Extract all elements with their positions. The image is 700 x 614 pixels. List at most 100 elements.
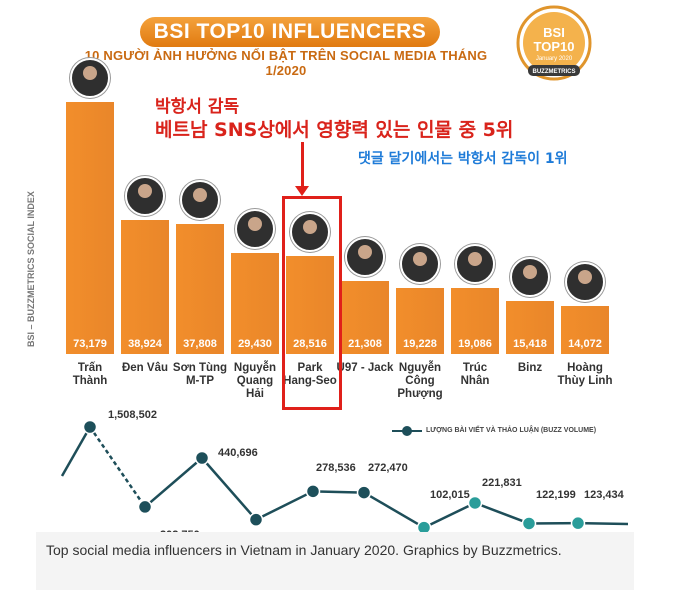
bar-1	[121, 219, 169, 354]
avatar-4	[290, 211, 330, 252]
category-label: U97 - Jack	[335, 362, 395, 375]
line-legend: LƯỢNG BÀI VIẾT VÀ THẢO LUẬN (BUZZ VOLUME…	[426, 427, 596, 434]
line-lead-in	[60, 426, 92, 477]
bar-5	[341, 280, 389, 354]
bar-9	[561, 305, 609, 354]
line-point	[356, 485, 372, 500]
line-point-label: 102,015	[430, 489, 470, 501]
category-label-line: Trấn Thành	[72, 362, 108, 387]
line-segment	[423, 501, 476, 529]
arrow-shaft	[301, 142, 304, 188]
category-label: Nguyễn Công Phượng	[390, 362, 450, 401]
line-point	[521, 516, 537, 531]
logo-disc	[523, 12, 585, 74]
bar-3	[231, 252, 279, 354]
category-label-line: Nguyễn	[233, 362, 277, 374]
korean-annotation-rank: 베트남 SNS상에서 영향력 있는 인물 중 5위	[155, 119, 514, 141]
line-point-label: 221,831	[482, 477, 522, 489]
category-label: Nguyễn Quang Hải	[225, 362, 285, 401]
line-point	[137, 499, 153, 515]
line-point-label: 440,696	[218, 447, 258, 459]
bar-2	[176, 223, 224, 354]
bar-value-label: 19,228	[403, 338, 437, 350]
bar-value-label: 28,516	[293, 338, 327, 350]
line-segment	[255, 490, 314, 521]
line-segment	[363, 491, 425, 529]
bar-7	[451, 288, 499, 354]
category-label-line: Hoàng	[567, 362, 603, 374]
category-label: Trúc Nhân	[445, 362, 505, 388]
avatar-1	[125, 175, 165, 216]
chart-title: BSI TOP10 INFLUENCERS	[140, 17, 440, 47]
bar-6	[396, 287, 444, 354]
line-point-label: 122,199	[536, 489, 576, 501]
category-label-line: Phượng	[397, 388, 443, 400]
bar-value-label: 38,924	[128, 338, 162, 350]
logo-line3: January 2020	[536, 56, 573, 62]
logo-brand: BUZZMETRICS	[533, 69, 576, 75]
bar-value-label: 21,308	[348, 338, 382, 350]
bar-value-label: 19,086	[458, 338, 492, 350]
line-point	[248, 512, 264, 527]
avatar-0	[70, 58, 110, 98]
category-label-line: Park	[297, 362, 323, 374]
category-label-line: Đen Vâu	[121, 362, 168, 374]
bar-4	[286, 255, 334, 354]
line-point	[570, 515, 586, 531]
line-point-label: 278,536	[316, 462, 356, 474]
avatar-2	[180, 179, 220, 220]
logo-brand-pill	[528, 65, 580, 76]
figure-caption: Top social media influencers in Vietnam …	[36, 532, 634, 590]
category-label: Sơn Tùng M-TP	[170, 362, 230, 388]
line-point-label: 123,434	[584, 489, 625, 501]
bar-value-label: 73,179	[73, 338, 107, 350]
logo-line1: BSI	[543, 25, 565, 40]
logo-line2: TOP10	[534, 39, 575, 54]
category-label: Trấn Thành	[60, 362, 120, 388]
arrow-head	[295, 186, 309, 196]
line-point-label: 272,470	[368, 462, 408, 474]
category-label-line: Hải	[246, 388, 264, 400]
category-label-line: Nguyễn	[398, 362, 442, 374]
category-label-line: Thùy Linh	[557, 375, 613, 387]
chart-subtitle: 10 NGƯỜI ẢNH HƯỞNG NỔI BẬT TRÊN SOCIAL M…	[84, 48, 488, 78]
bsi-top10-logo: BSI TOP10 January 2020 BUZZMETRICS	[516, 5, 592, 81]
avatar-9	[565, 261, 605, 302]
line-segment	[312, 490, 365, 494]
bar-value-label: 14,072	[568, 338, 602, 350]
category-label-line: Sơn Tùng	[172, 362, 228, 374]
korean-annotation-comments: 댓글 달기에서는 박항서 감독이 1위	[358, 151, 568, 167]
line-point	[194, 450, 210, 466]
category-label: Hoàng Thùy Linh	[555, 362, 615, 388]
legend-label: LƯỢNG BÀI VIẾT VÀ THẢO LUẬN (BUZZ VOLUME…	[426, 427, 597, 434]
korean-annotation-name: 박항서 감독	[155, 97, 240, 117]
category-label: Binz	[500, 362, 560, 375]
line-point	[305, 484, 321, 499]
line-point	[82, 419, 98, 435]
avatar-3	[235, 208, 275, 249]
line-segment	[144, 457, 203, 508]
line-segment	[88, 426, 147, 508]
category-label: Đen Vâu	[115, 362, 175, 375]
avatar-6	[400, 243, 440, 284]
category-label-line: Binz	[517, 362, 543, 374]
line-point	[467, 495, 483, 511]
category-label-line: Trúc	[462, 362, 488, 374]
category-label-line: U97 - Jack	[336, 362, 394, 374]
bar-0	[66, 102, 114, 354]
bar-value-label: 29,430	[238, 338, 272, 350]
legend-marker	[402, 426, 412, 436]
park-highlight-box	[282, 196, 342, 410]
avatar-5	[345, 236, 385, 277]
category-label-line: M-TP	[185, 375, 215, 387]
bar-8	[506, 300, 554, 354]
line-segment	[201, 457, 257, 521]
avatar-8	[510, 256, 550, 297]
category-label-line: Hang-Seo	[283, 375, 337, 387]
bar-value-label: 15,418	[513, 338, 547, 350]
line-segment	[474, 501, 530, 525]
line-lead-out	[577, 521, 629, 526]
category-label-line: Quang	[236, 375, 274, 387]
